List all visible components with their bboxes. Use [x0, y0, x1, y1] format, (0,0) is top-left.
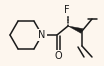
Text: N: N: [38, 30, 46, 40]
Polygon shape: [68, 26, 83, 33]
Text: F: F: [64, 5, 70, 15]
Text: O: O: [54, 51, 62, 61]
